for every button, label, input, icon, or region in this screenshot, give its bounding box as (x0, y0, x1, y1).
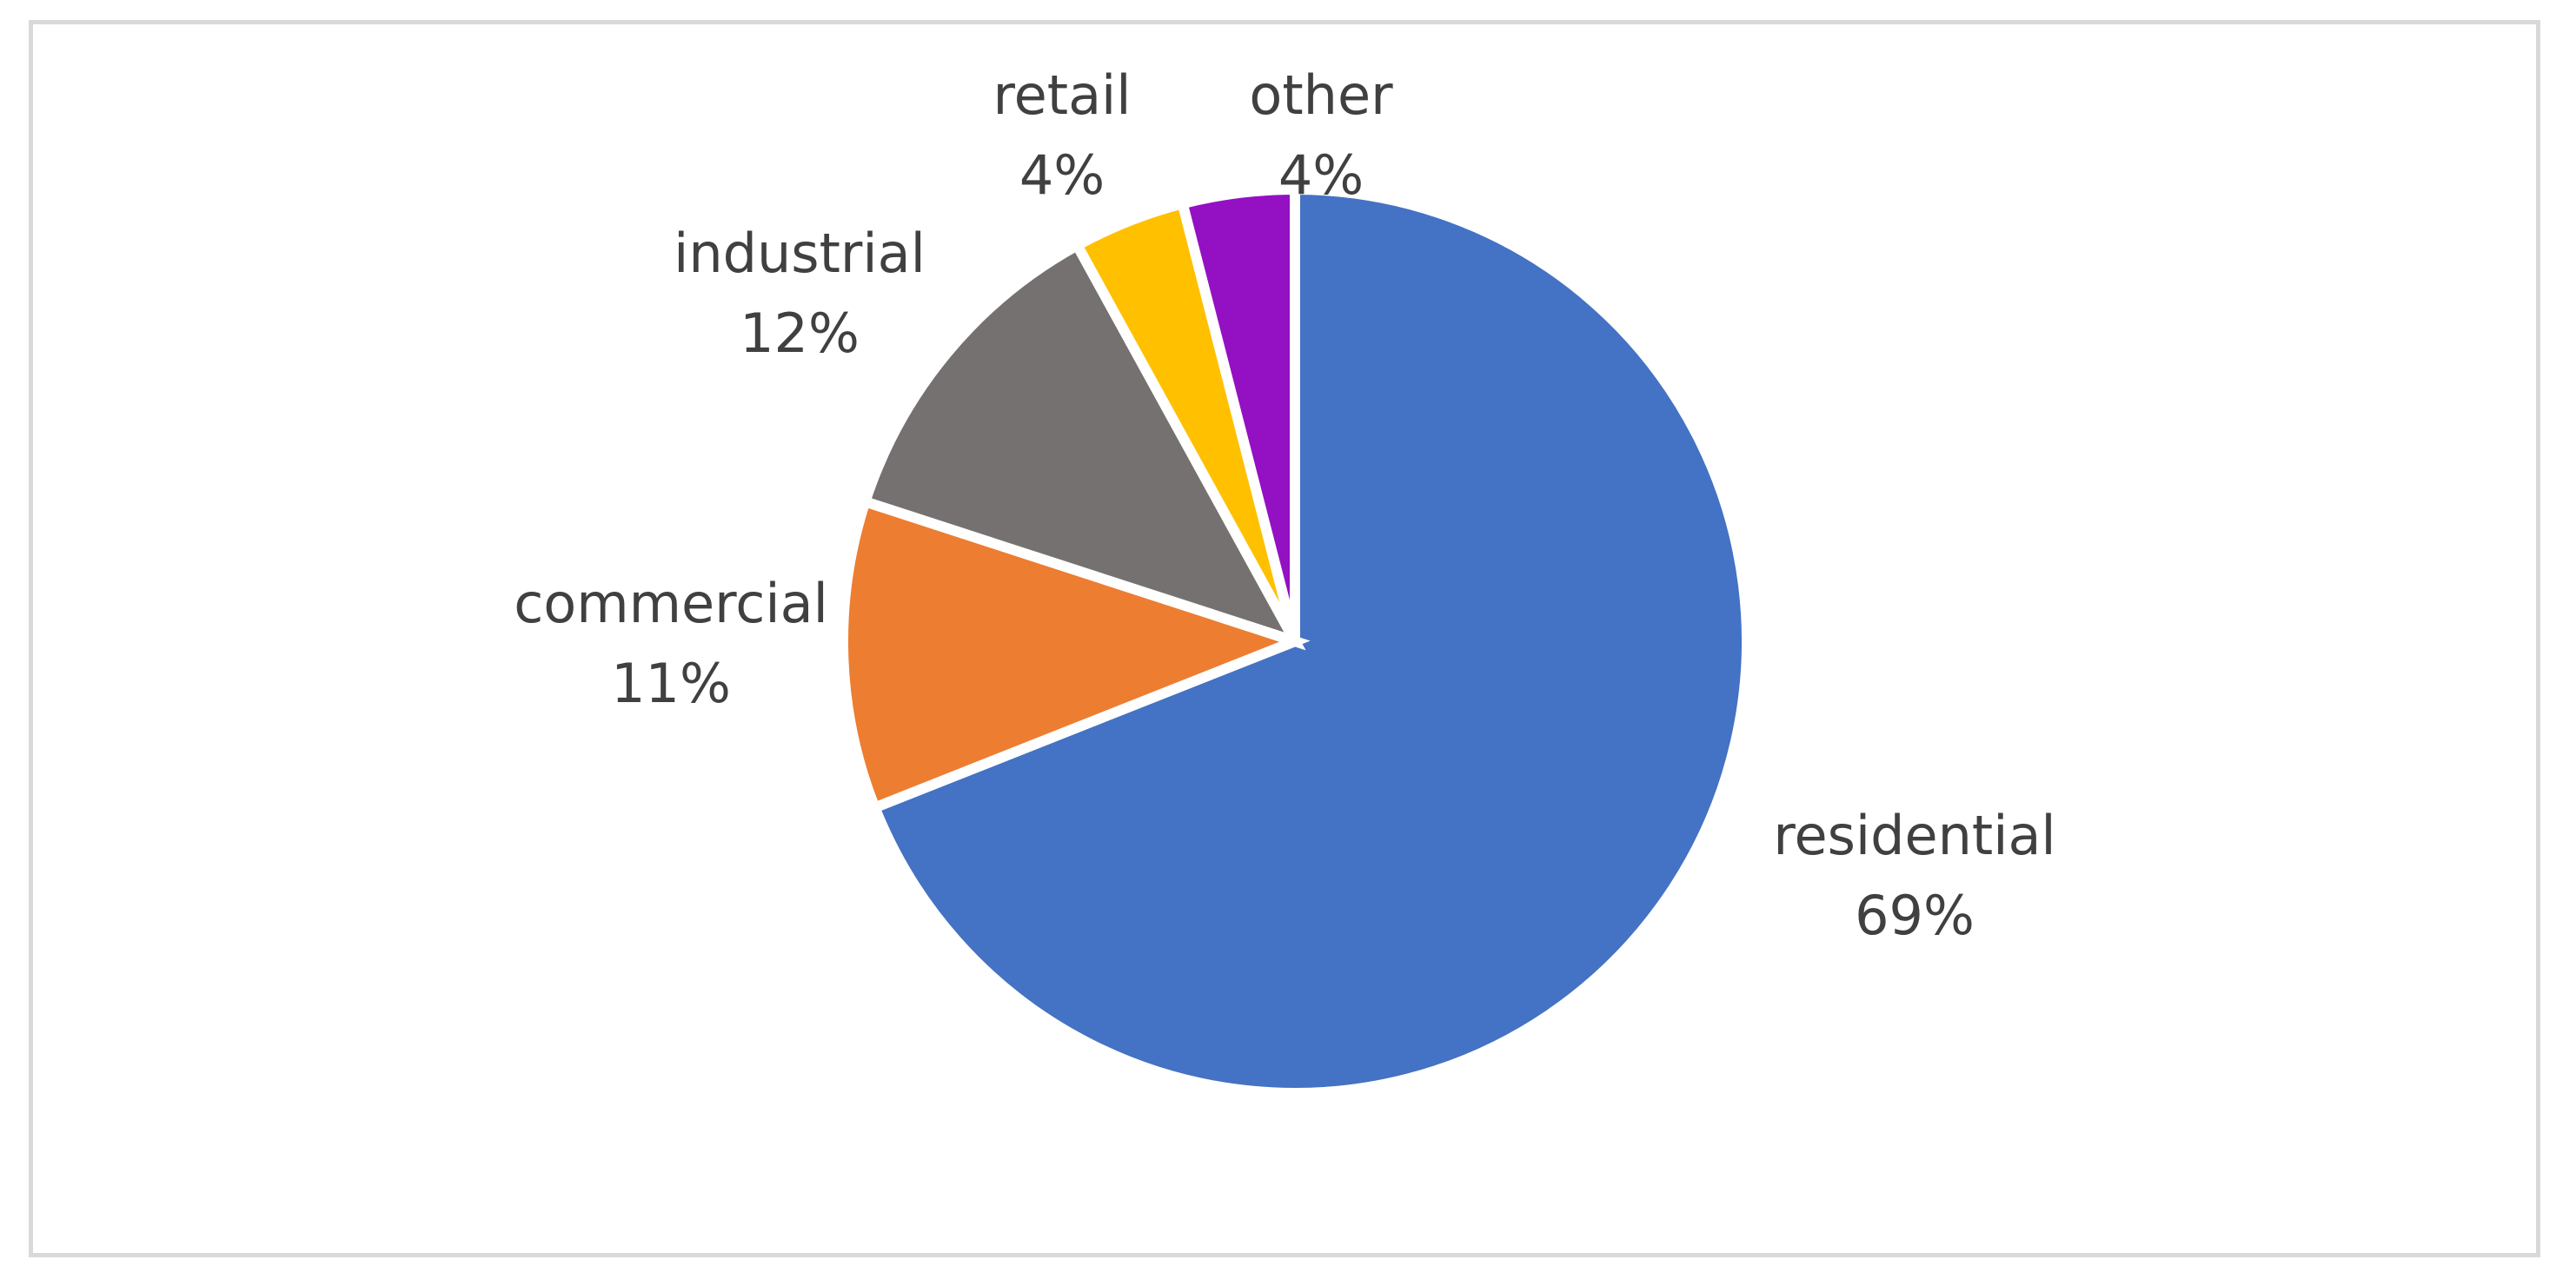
data-label-percent: 69% (1855, 884, 1975, 947)
data-label-name: industrial (674, 222, 926, 285)
data-label-name: commercial (514, 572, 828, 635)
pie-slice-residential (867, 183, 1753, 1098)
data-label-name: residential (1773, 804, 2055, 867)
data-label-residential: residential 69% (1773, 804, 2055, 947)
pie-slice-other (1176, 183, 1300, 643)
data-label-commercial: commercial 11% (514, 572, 828, 715)
data-label-percent: 11% (611, 652, 731, 715)
data-label-name: other (1249, 63, 1393, 127)
data-label-other: other 4% (1249, 63, 1393, 207)
data-labels: residential 69% commercial 11% industrial 12%… (514, 63, 2055, 947)
data-label-name: retail (993, 63, 1131, 127)
pie-slice-industrial (858, 238, 1306, 651)
data-label-percent: 4% (1278, 143, 1364, 207)
pie-slice-commercial (838, 494, 1311, 815)
data-label-retail: retail 4% (993, 63, 1131, 207)
data-label-percent: 12% (740, 302, 860, 365)
pie-slices (838, 183, 1753, 1098)
data-label-percent: 4% (1019, 143, 1105, 207)
data-label-industrial: industrial 12% (674, 222, 926, 365)
